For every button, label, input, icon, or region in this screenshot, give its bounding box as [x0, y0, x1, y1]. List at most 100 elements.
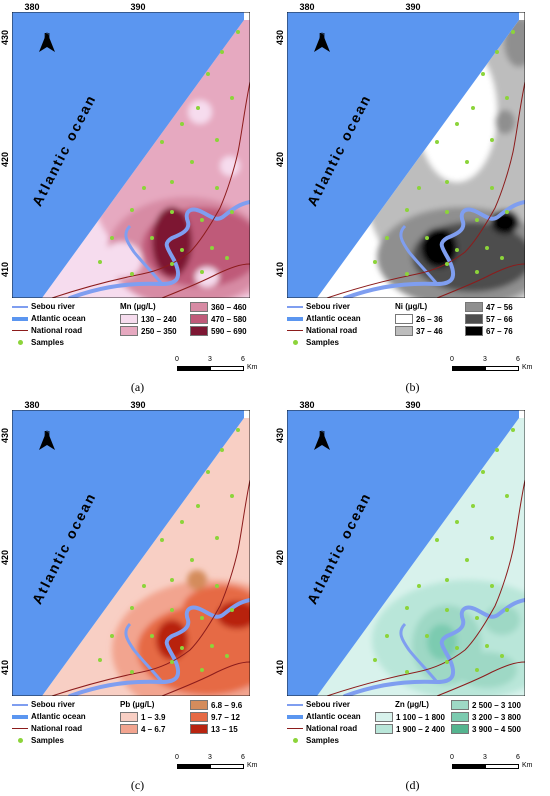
legend-road: National road — [12, 326, 82, 335]
sample-point — [130, 208, 134, 212]
legend-class-label: 3 200 – 3 800 — [472, 712, 521, 722]
panel-caption: (a) — [130, 380, 145, 394]
sample-point — [495, 448, 499, 452]
sample-point — [215, 584, 219, 588]
legend-class-item: 13 – 15 — [190, 724, 238, 734]
map-frame: NAtlantic ocean — [287, 410, 525, 696]
sample-point — [210, 246, 214, 250]
concentration-zone — [188, 100, 212, 124]
sample-point — [405, 272, 409, 276]
sample-point — [505, 494, 509, 498]
sample-point — [481, 72, 485, 76]
legend-road-label: National road — [31, 326, 83, 335]
legend-class-label: 4 – 6.7 — [141, 724, 166, 734]
legend-class-item: 590 – 690 — [190, 326, 247, 336]
class-swatch-icon — [465, 302, 483, 312]
sample-point — [481, 470, 485, 474]
river-swatch-icon — [12, 703, 28, 706]
sample-point — [385, 634, 389, 638]
class-swatch-icon — [465, 314, 483, 324]
sample-point — [445, 210, 449, 214]
sample-point — [475, 270, 479, 274]
legend-river-label: Sebou river — [306, 302, 351, 311]
sample-point — [445, 262, 449, 266]
map-frame: NAtlantic ocean — [287, 12, 525, 298]
scale-bar: 0 3 6 Km — [440, 754, 540, 774]
y-tick-label-left: 410 — [0, 660, 10, 676]
sample-point — [505, 96, 509, 100]
sample-point — [150, 634, 154, 638]
panel-caption: (d) — [405, 778, 420, 792]
legend-class-item: 67 – 76 — [465, 326, 513, 336]
national-road-2 — [161, 263, 250, 298]
sample-point — [142, 584, 146, 588]
sample-point — [180, 248, 184, 252]
sample-point — [220, 50, 224, 54]
legend-samples-label: Samples — [31, 338, 64, 347]
legend-class-item: 1 100 – 1 800 — [375, 712, 445, 722]
legend-ocean-label: Atlantic ocean — [31, 712, 86, 721]
map-svg — [287, 12, 525, 298]
legend-class-label: 9.7 – 12 — [211, 712, 240, 722]
sample-swatch-icon — [12, 738, 28, 743]
legend-title: Zn (µg/L) — [395, 700, 429, 709]
legend-river-label: Sebou river — [31, 700, 76, 709]
scale-label: 0 — [450, 356, 454, 363]
legend-class-label: 3 900 – 4 500 — [472, 724, 521, 734]
sample-point — [475, 218, 479, 222]
map-svg — [12, 12, 250, 298]
sample-point — [180, 122, 184, 126]
sample-point — [505, 608, 509, 612]
sample-point — [455, 122, 459, 126]
map-panel-d: 380390430430420420410410NAtlantic oceanS… — [275, 398, 550, 796]
scale-segment — [210, 764, 244, 769]
legend-class-item: 360 – 460 — [190, 302, 247, 312]
legend-class-label: 37 – 46 — [416, 326, 443, 336]
legend-class-item: 250 – 350 — [120, 326, 177, 336]
sample-swatch-icon — [287, 738, 303, 743]
legend-title: Pb (µg/L) — [120, 700, 155, 709]
y-tick-label-left: 410 — [0, 262, 10, 278]
sample-point — [200, 668, 204, 672]
legend-class-label: 470 – 580 — [211, 314, 247, 324]
legend-river: Sebou river — [287, 700, 350, 709]
sample-point — [475, 668, 479, 672]
north-arrow-icon: N — [38, 32, 56, 52]
class-swatch-icon — [375, 712, 393, 722]
sample-point — [130, 606, 134, 610]
y-tick-label-left: 410 — [275, 660, 285, 676]
legend-class-item: 26 – 36 — [395, 314, 443, 324]
sample-point — [471, 504, 475, 508]
road-swatch-icon — [287, 728, 303, 729]
sample-point — [170, 608, 174, 612]
legend-class-item: 130 – 240 — [120, 314, 177, 324]
class-swatch-icon — [465, 326, 483, 336]
scale-label: 6 — [516, 754, 520, 761]
sample-point — [475, 616, 479, 620]
concentration-zone — [495, 110, 515, 134]
class-swatch-icon — [190, 724, 208, 734]
scale-segment — [177, 366, 211, 371]
legend-road: National road — [287, 724, 357, 733]
concentration-zone — [220, 156, 240, 176]
sample-point — [405, 670, 409, 674]
sample-point — [445, 608, 449, 612]
legend-ocean-label: Atlantic ocean — [31, 314, 86, 323]
ocean-swatch-icon — [287, 316, 303, 321]
sample-point — [511, 428, 515, 432]
sample-point — [200, 616, 204, 620]
x-tick-label: 390 — [405, 2, 421, 12]
scale-label: 3 — [483, 356, 487, 363]
scale-label: 0 — [450, 754, 454, 761]
scale-label: 6 — [241, 754, 245, 761]
sample-swatch-icon — [12, 340, 28, 345]
y-tick-label-left: 420 — [275, 152, 285, 168]
sample-point — [160, 140, 164, 144]
sample-point — [435, 140, 439, 144]
north-arrow-icon: N — [313, 430, 331, 450]
scale-label: 0 — [175, 356, 179, 363]
y-tick-label-left: 430 — [275, 30, 285, 46]
scale-label: 3 — [208, 754, 212, 761]
sample-point — [230, 494, 234, 498]
legend-class-item: 2 500 – 3 100 — [451, 700, 521, 710]
